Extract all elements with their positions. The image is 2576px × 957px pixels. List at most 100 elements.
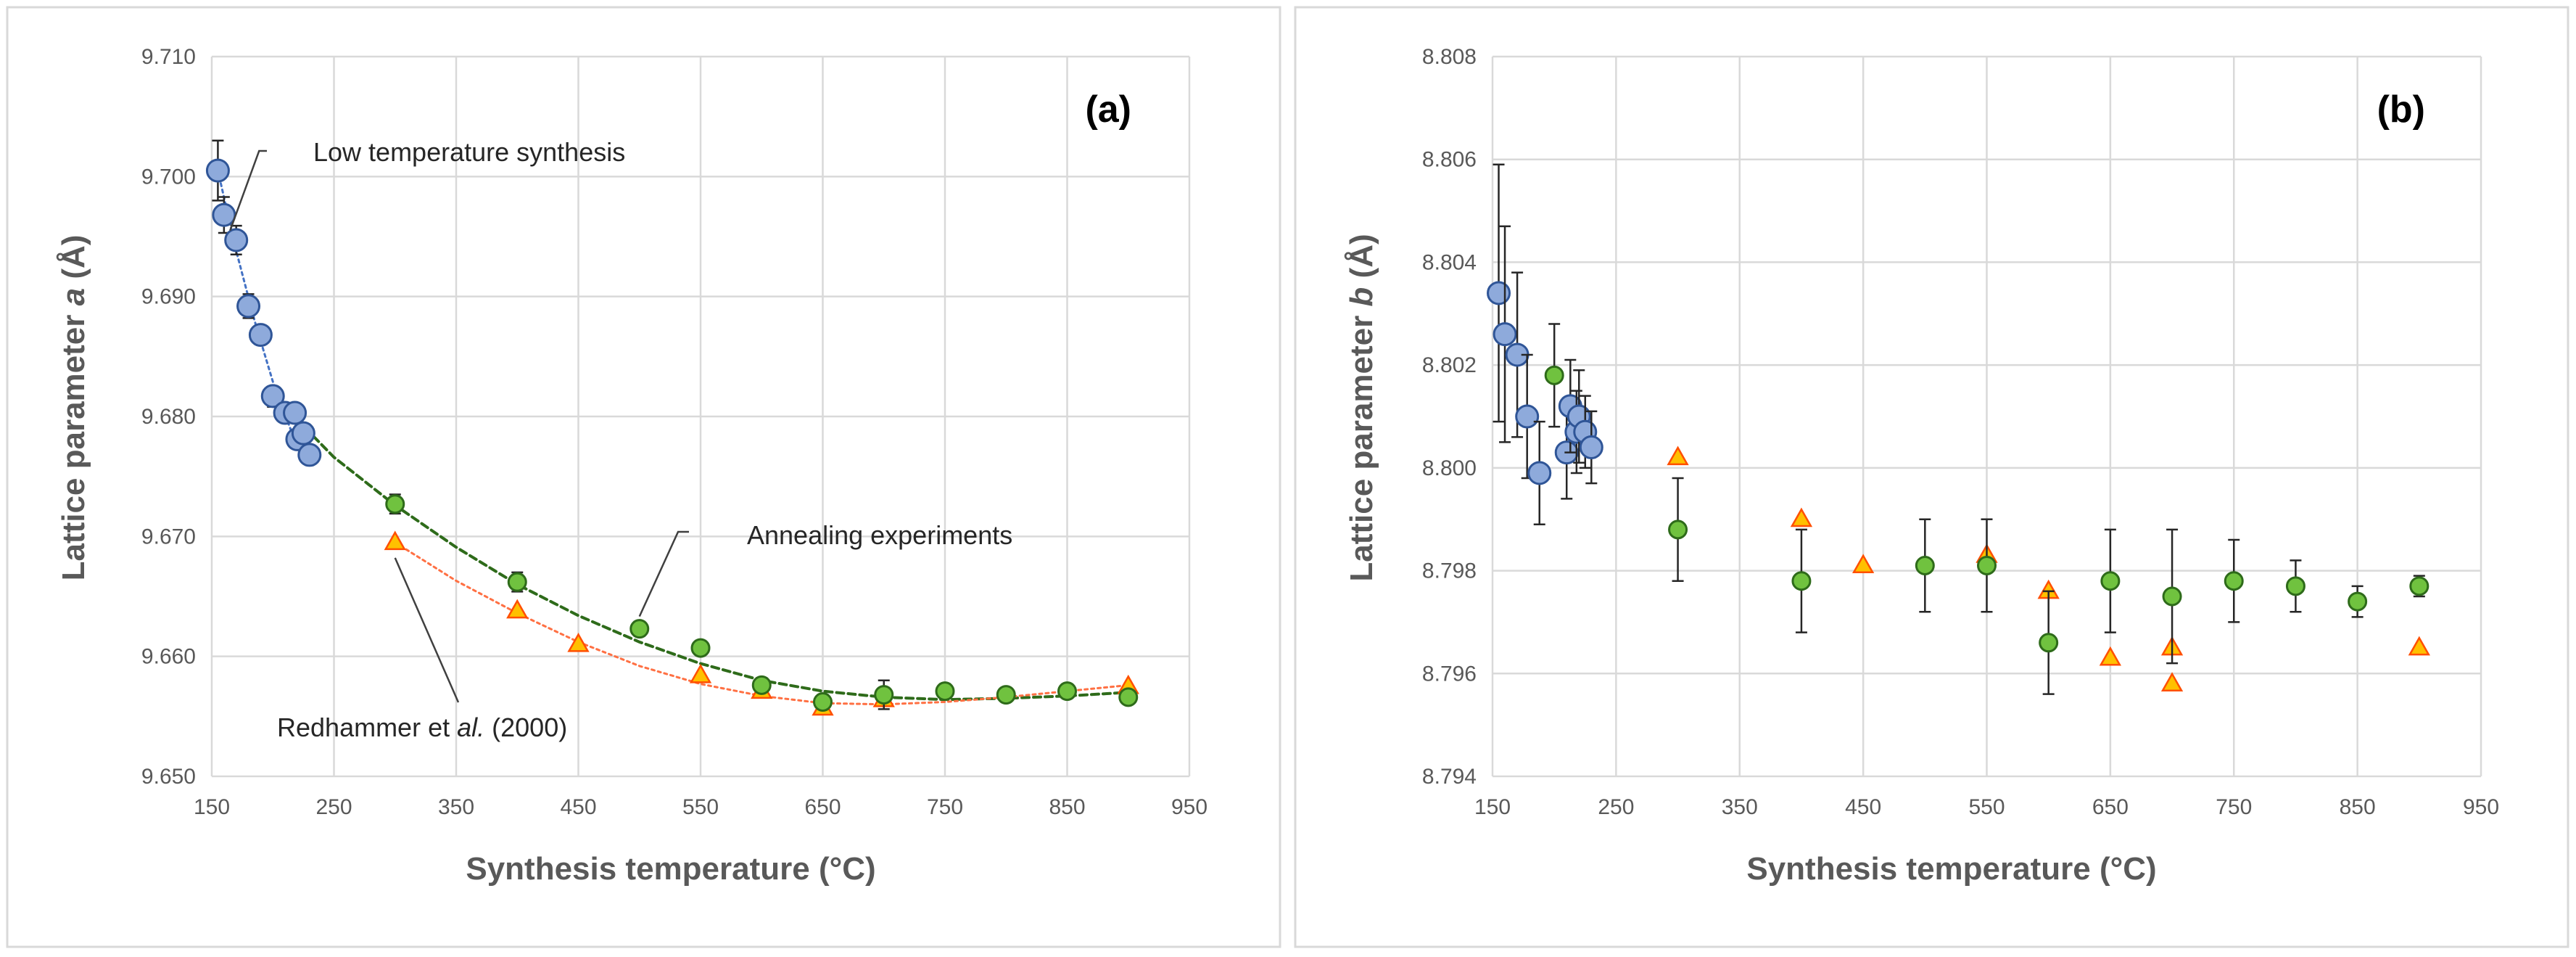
x-tick-label: 250 [315, 795, 352, 819]
point-low-temperature-synthesis [205, 158, 230, 183]
panel-label-a: (a) [1085, 89, 1131, 131]
annotation-redhammer-prefix: Redhammer et [277, 712, 457, 742]
point-annealing-experiments [1544, 365, 1564, 385]
chart-b-points [1487, 163, 2430, 695]
point-low-temperature-synthesis [248, 323, 273, 348]
point-redhammer-et-al-2000 [689, 663, 712, 683]
point-low-temperature-synthesis [291, 421, 315, 445]
annotation-leader-annealing [638, 530, 689, 617]
annotation-redhammer-suffix: (2000) [484, 712, 567, 742]
chart-b-svg: 8.794 8.796 8.798 8.800 8.802 8.804 8.806 8.808… [1294, 6, 2569, 948]
point-low-temperature-synthesis [1579, 435, 1603, 460]
annotation-leader-redhammer [394, 557, 460, 703]
point-annealing-experiments [1057, 681, 1077, 702]
x-tick-label: 650 [2092, 795, 2129, 819]
x-tick-label: 850 [1049, 795, 1085, 819]
x-tick-label: 850 [2340, 795, 2376, 819]
y-axis-title-b-var: b [1344, 287, 1379, 307]
y-tick-label: 8.794 [1422, 765, 1477, 789]
point-annealing-experiments [629, 619, 650, 639]
point-annealing-experiments [2285, 576, 2305, 596]
chart-panel-a: 9.650 9.660 9.670 9.680 9.690 9.700 9.710 150 2… [6, 6, 1281, 948]
point-low-temperature-synthesis [212, 202, 236, 227]
chart-a-svg: 9.650 9.660 9.670 9.680 9.690 9.700 9.710 150 2… [6, 6, 1281, 948]
chart-b-y-ticks: 8.794 8.796 8.798 8.800 8.802 8.804 8.806 8.808 [1422, 45, 1477, 789]
point-annealing-experiments [690, 638, 711, 658]
x-axis-title-b: Synthesis temperature (°C) [1746, 851, 2156, 887]
point-annealing-experiments [996, 685, 1016, 705]
fit-line-annealing-experiments [271, 393, 1130, 702]
point-low-temperature-synthesis [297, 443, 322, 467]
panel-label-b: (b) [2377, 89, 2425, 131]
annotation-low-temperature-synthesis: Low temperature synthesis [313, 137, 625, 167]
point-redhammer-et-al-2000 [1852, 554, 1875, 573]
point-annealing-experiments [1118, 687, 1139, 707]
annotation-annealing-experiments: Annealing experiments [747, 520, 1012, 550]
chart-a-annotations: Low temperature synthesis Annealing expe… [229, 137, 1012, 742]
point-low-temperature-synthesis [1493, 322, 1517, 347]
point-redhammer-et-al-2000 [506, 599, 529, 619]
y-tick-label: 9.680 [141, 405, 196, 429]
point-annealing-experiments [1791, 571, 1812, 591]
chart-panel-b: 8.794 8.796 8.798 8.800 8.802 8.804 8.806 8.808… [1288, 0, 2576, 957]
point-low-temperature-synthesis [283, 401, 307, 425]
point-annealing-experiments [2162, 586, 2182, 607]
x-tick-label: 750 [927, 795, 963, 819]
y-axis-title-a-var: a [56, 288, 91, 305]
y-tick-label: 8.796 [1422, 662, 1477, 686]
x-tick-label: 150 [1474, 795, 1511, 819]
point-annealing-experiments [2039, 633, 2059, 653]
x-tick-label: 950 [1171, 795, 1208, 819]
point-redhammer-et-al-2000 [567, 632, 590, 652]
point-redhammer-et-al-2000 [1790, 507, 1813, 527]
x-tick-label: 250 [1598, 795, 1634, 819]
point-annealing-experiments [2348, 591, 2368, 612]
y-axis-title-a: Lattice parameter a (Å) [56, 235, 91, 581]
point-low-temperature-synthesis [1515, 404, 1540, 429]
point-redhammer-et-al-2000 [384, 530, 406, 551]
point-annealing-experiments [2224, 571, 2244, 591]
chart-b-x-ticks: 150 250 350 450 550 650 750 850 950 [1474, 795, 2499, 819]
point-annealing-experiments [813, 691, 833, 712]
y-tick-label: 8.798 [1422, 559, 1477, 583]
annotation-redhammer: Redhammer et al. (2000) [277, 712, 567, 742]
point-redhammer-et-al-2000 [2408, 636, 2430, 656]
y-tick-label: 9.660 [141, 645, 196, 669]
x-tick-label: 550 [682, 795, 719, 819]
x-tick-label: 150 [194, 795, 230, 819]
chart-a-points [205, 139, 1139, 716]
x-tick-label: 550 [1968, 795, 2005, 819]
y-tick-label: 8.806 [1422, 148, 1477, 172]
y-tick-label: 9.700 [141, 165, 196, 189]
annotation-redhammer-italic: al. [457, 712, 484, 742]
point-annealing-experiments [874, 685, 894, 705]
y-tick-label: 9.670 [141, 525, 196, 549]
point-annealing-experiments [2409, 576, 2430, 596]
point-redhammer-et-al-2000 [2099, 646, 2122, 666]
x-axis-title-a: Synthesis temperature (°C) [466, 851, 875, 887]
point-annealing-experiments [935, 681, 955, 702]
point-annealing-experiments [507, 572, 527, 592]
y-tick-label: 9.710 [141, 45, 196, 69]
point-annealing-experiments [1668, 519, 1688, 540]
x-tick-label: 350 [1722, 795, 1758, 819]
y-tick-label: 8.804 [1422, 250, 1477, 274]
x-tick-label: 450 [560, 795, 596, 819]
y-axis-title-b-suffix: (Å) [1344, 234, 1379, 287]
point-low-temperature-synthesis [236, 294, 261, 319]
x-tick-label: 350 [438, 795, 474, 819]
y-tick-label: 9.650 [141, 765, 196, 789]
x-tick-label: 750 [2216, 795, 2252, 819]
point-low-temperature-synthesis [260, 384, 285, 408]
point-low-temperature-synthesis [224, 228, 249, 252]
y-tick-label: 9.690 [141, 285, 196, 309]
annotation-leader-low-temperature [229, 149, 267, 231]
point-low-temperature-synthesis [1527, 461, 1552, 485]
point-redhammer-et-al-2000 [1667, 445, 1689, 466]
y-axis-title-a-suffix: (Å) [56, 235, 91, 288]
point-annealing-experiments [1977, 555, 1997, 575]
chart-a-x-ticks: 150 250 350 450 550 650 750 850 950 [194, 795, 1208, 819]
y-tick-label: 8.808 [1422, 45, 1477, 69]
point-low-temperature-synthesis [1487, 281, 1511, 305]
y-axis-title-b: Lattice parameter b (Å) [1344, 234, 1379, 581]
